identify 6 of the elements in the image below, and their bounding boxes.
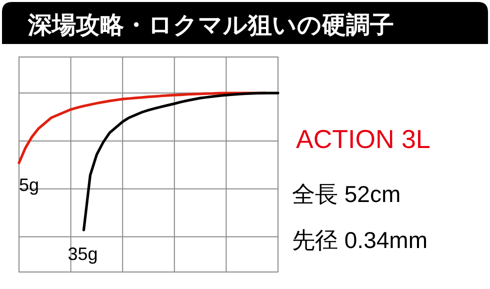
text: 先径 0.34mm	[292, 227, 428, 253]
series-label: 35g	[68, 244, 98, 264]
chart-title: 深場攻略・ロクマル狙いの硬調子	[27, 12, 394, 39]
series-label: 5g	[19, 174, 40, 195]
text: 全長 52cm	[292, 181, 401, 207]
text: ACTION 3L	[296, 124, 430, 154]
